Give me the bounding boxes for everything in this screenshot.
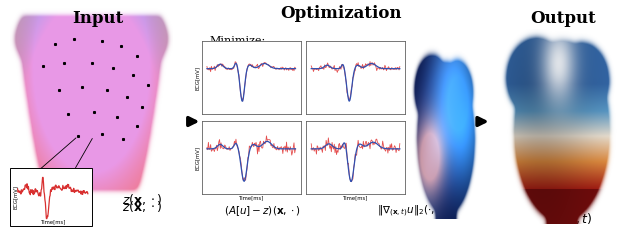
Text: $z(\mathbf{x},\cdot)$: $z(\mathbf{x},\cdot)$ xyxy=(122,199,163,214)
Text: $(A[u]-z)(\mathbf{x},\cdot)$: $(A[u]-z)(\mathbf{x},\cdot)$ xyxy=(224,205,300,218)
Text: Input: Input xyxy=(72,10,124,27)
Text: $z(\mathbf{x},\cdot)$: $z(\mathbf{x},\cdot)$ xyxy=(122,192,163,207)
Text: Time[ms]: Time[ms] xyxy=(41,220,67,225)
Text: ECG[mV]: ECG[mV] xyxy=(13,185,18,209)
Text: +: + xyxy=(356,78,381,107)
Text: Minimize:: Minimize: xyxy=(210,36,266,46)
Text: $\|\nabla_{(\mathbf{x},t)}u\|_2(\cdot,t)$: $\|\nabla_{(\mathbf{x},t)}u\|_2(\cdot,t)… xyxy=(377,204,445,219)
Y-axis label: ECG[mV]: ECG[mV] xyxy=(195,146,200,170)
Text: $u^*(\cdot,t)$: $u^*(\cdot,t)$ xyxy=(550,210,592,227)
Text: Output: Output xyxy=(531,10,596,27)
X-axis label: Time[ms]: Time[ms] xyxy=(343,196,368,201)
X-axis label: Time[ms]: Time[ms] xyxy=(239,196,264,201)
FancyBboxPatch shape xyxy=(10,168,92,226)
Y-axis label: ECG[mV]: ECG[mV] xyxy=(195,66,200,90)
Text: Optimization: Optimization xyxy=(280,5,401,22)
